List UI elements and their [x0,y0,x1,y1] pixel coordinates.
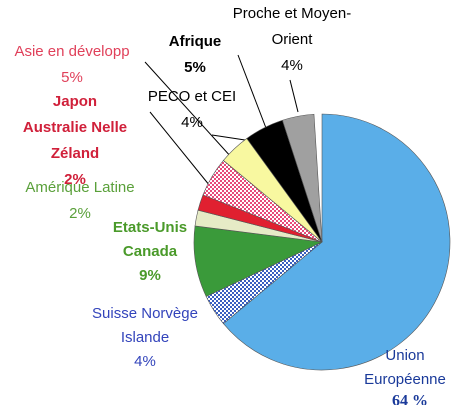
slice-label: Orient [272,31,314,48]
value-label: 4% [281,57,303,74]
value-label: 2% [69,205,91,222]
slice-label: Union [385,347,424,364]
slice-label: Etats-Unis [113,219,187,236]
slice-label: Japon [53,93,97,110]
value-label: 5% [61,69,83,86]
slice-label: Européenne [364,371,446,388]
pie-slice [282,113,323,243]
slice-label: Canada [123,243,178,260]
slice-label: Zéland [51,145,99,162]
value-label: 4% [181,114,203,131]
leader-line [289,79,299,113]
slice-label: Asie en développ [14,43,129,60]
value-label: 5% [184,59,206,76]
slice-label: Amérique Latine [25,179,134,196]
leader-line [149,111,211,187]
slice-label: PECO et CEI [148,88,236,105]
leader-line [211,134,246,141]
pie-slice [222,113,451,371]
value-label: 9% [139,267,161,284]
value-label: 2% [64,171,86,188]
slice-label: Afrique [169,33,222,50]
slice-label: Suisse Norvège [92,305,198,322]
slice-label: Islande [121,329,169,346]
leader-line [144,61,233,159]
slice-label: Proche et Moyen- [233,5,351,22]
value-label: 64 % [392,393,428,405]
slice-label: Australie Nelle [23,119,127,136]
leader-lines [144,54,299,187]
value-label: 4% [134,353,156,370]
leader-line [237,54,267,129]
